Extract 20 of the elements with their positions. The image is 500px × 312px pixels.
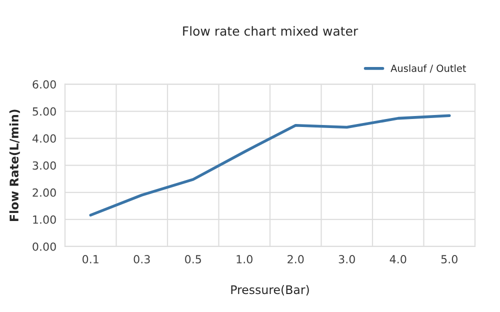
x-tick-label: 4.0 [390, 255, 406, 264]
chart-title: Flow rate chart mixed water [183, 26, 358, 36]
y-tick-label: 1.00 [33, 215, 56, 224]
line-series [89, 114, 451, 217]
y-tick-label: 3.00 [32, 161, 56, 170]
x-tick-label: 0.5 [185, 255, 201, 264]
legend-label: Auslauf / Outlet [390, 64, 466, 73]
y-tick-label: 5.00 [32, 107, 56, 116]
x-tick-label: 0.1 [82, 255, 98, 264]
y-tick-label: 4.00 [32, 134, 56, 143]
x-tick-label: 5.0 [441, 255, 458, 264]
y-axis-title: Flow Rate(L/min) [9, 110, 20, 221]
x-axis-title: Pressure(Bar) [231, 285, 309, 296]
x-tick-label: 3.0 [338, 255, 355, 264]
x-tick-label: 2.0 [288, 255, 304, 264]
x-tick-label: 0.3 [134, 255, 150, 264]
y-tick-label: 2.00 [32, 188, 56, 197]
x-tick-label: 1.0 [236, 255, 252, 264]
y-tick-label: 6.00 [32, 80, 56, 89]
y-tick-label: 0.00 [32, 242, 56, 251]
